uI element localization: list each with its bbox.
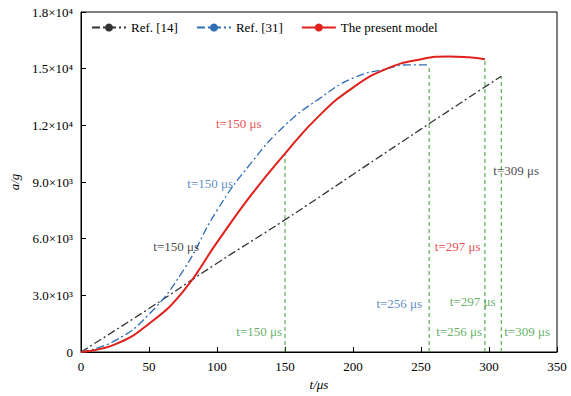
svg-text:1.2×10⁴: 1.2×10⁴	[32, 118, 74, 133]
svg-text:9.0×10³: 9.0×10³	[33, 175, 74, 190]
svg-text:a/g: a/g	[7, 173, 22, 190]
svg-text:Ref. [14]: Ref. [14]	[131, 20, 178, 35]
svg-text:50: 50	[143, 359, 156, 374]
svg-text:t=150 μs: t=150 μs	[236, 324, 282, 339]
svg-text:150: 150	[275, 359, 295, 374]
svg-text:100: 100	[207, 359, 227, 374]
svg-text:0: 0	[78, 359, 85, 374]
svg-text:t=309 μs: t=309 μs	[504, 324, 550, 339]
svg-text:t=256 μs: t=256 μs	[376, 296, 422, 311]
svg-text:t=256 μs: t=256 μs	[436, 324, 482, 339]
svg-text:The present model: The present model	[341, 20, 438, 35]
svg-text:t=150 μs: t=150 μs	[153, 239, 199, 254]
svg-text:t/μs: t/μs	[310, 377, 329, 392]
svg-text:1.8×10⁴: 1.8×10⁴	[32, 5, 74, 20]
svg-text:t=150 μs: t=150 μs	[216, 116, 262, 131]
svg-text:t=297 μs: t=297 μs	[450, 294, 496, 309]
svg-text:6.0×10³: 6.0×10³	[33, 231, 74, 246]
svg-text:200: 200	[343, 359, 363, 374]
svg-text:t=309 μs: t=309 μs	[493, 163, 539, 178]
svg-text:1.5×10⁴: 1.5×10⁴	[32, 61, 74, 76]
svg-text:3.0×10³: 3.0×10³	[33, 288, 74, 303]
svg-text:Ref. [31]: Ref. [31]	[236, 20, 283, 35]
svg-text:t=297 μs: t=297 μs	[435, 239, 481, 254]
svg-text:t=150 μs: t=150 μs	[187, 176, 233, 191]
svg-text:0: 0	[67, 345, 74, 360]
svg-text:300: 300	[479, 359, 499, 374]
svg-text:250: 250	[411, 359, 431, 374]
svg-text:350: 350	[547, 359, 567, 374]
